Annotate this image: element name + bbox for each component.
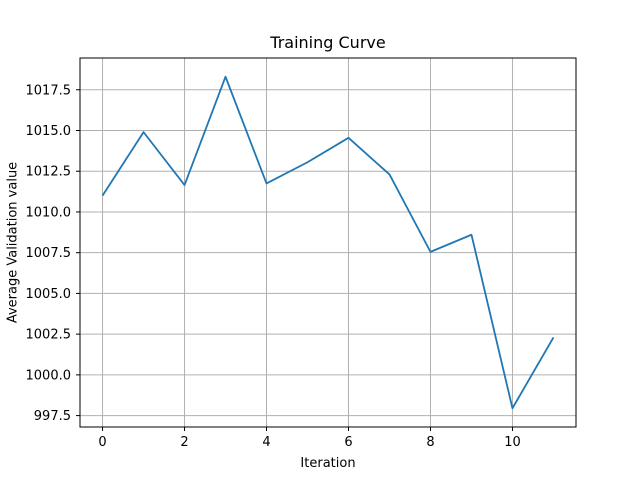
x-tick-label: 0	[98, 435, 106, 450]
y-tick-label: 1015.0	[26, 124, 72, 139]
y-axis-label: Average Validation value	[6, 162, 21, 323]
y-tick-label: 997.5	[34, 409, 71, 424]
series-layer	[101, 75, 555, 410]
x-tick-label: 2	[180, 435, 188, 450]
series-line	[101, 75, 555, 410]
x-tick-label: 4	[262, 435, 270, 450]
y-tick-label: 1007.5	[26, 246, 72, 261]
y-axis: 997.5 1000.0 1002.5 1005.0 1007.5 1010.0 1012.…	[26, 83, 80, 424]
y-tick-label: 1010.0	[26, 205, 72, 220]
x-axis-label: Iteration	[300, 456, 355, 471]
y-tick-label: 1000.0	[26, 368, 72, 383]
x-tick-label: 10	[504, 435, 521, 450]
y-tick-label: 1002.5	[26, 328, 72, 343]
y-tick-label: 1012.5	[26, 165, 72, 180]
grid-lines	[80, 58, 576, 427]
plot-frame	[79, 57, 577, 428]
y-tick-label: 1017.5	[26, 83, 72, 98]
chart-title: Training Curve	[269, 33, 385, 52]
y-tick-label: 1005.0	[26, 287, 72, 302]
x-tick-label: 6	[344, 435, 352, 450]
x-tick-label: 8	[426, 435, 434, 450]
x-axis: 0 2 4 6 8 10	[98, 427, 521, 450]
